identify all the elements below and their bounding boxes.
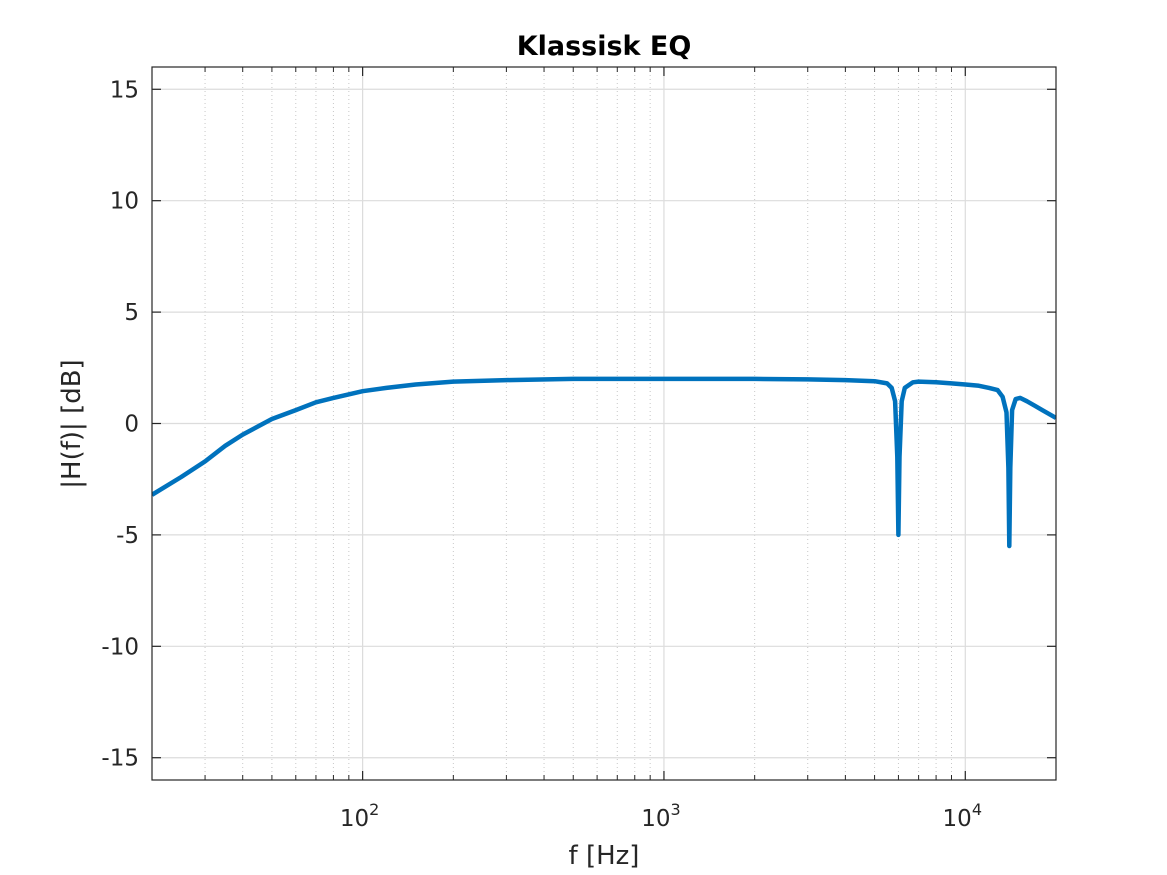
y-tick-labels: -15 -10 -5 0 5 10 15 [101, 77, 139, 771]
x-tick-label: 102 [340, 800, 379, 832]
y-tick-label: -10 [101, 634, 139, 660]
ticks [152, 67, 1056, 780]
series-layer [152, 376, 1056, 549]
chart-title: Klassisk EQ [517, 31, 692, 62]
y-tick-label: 0 [124, 412, 139, 438]
series-line [152, 376, 1056, 549]
x-axis-label: f [Hz] [569, 841, 640, 871]
x-tick-label: 103 [641, 800, 680, 832]
x-tick-label: 104 [943, 800, 982, 832]
y-tick-label: -5 [116, 523, 139, 549]
x-tick-labels: 102 103 104 [340, 800, 982, 832]
y-axis-label: |H(f)| [dB] [57, 359, 87, 488]
y-tick-label: 5 [124, 300, 139, 326]
major-grid [152, 67, 1056, 780]
y-tick-label: -15 [101, 746, 139, 772]
y-tick-label: 15 [110, 77, 139, 103]
y-tick-label: 10 [110, 189, 139, 215]
